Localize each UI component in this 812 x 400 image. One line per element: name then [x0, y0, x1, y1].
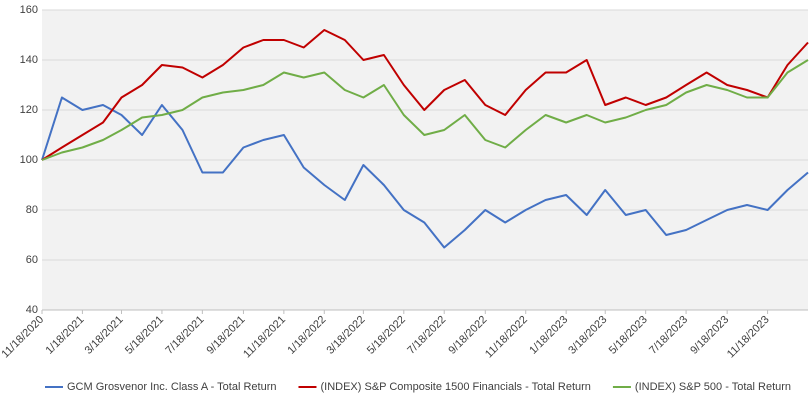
y-tick-label: 60: [26, 254, 38, 266]
x-tick-label: 3/18/2022: [324, 314, 367, 357]
x-tick-label: 11/18/2023: [725, 314, 772, 361]
legend-label: (INDEX) S&P 500 - Total Return: [635, 381, 791, 393]
y-tick-label: 140: [20, 54, 38, 66]
x-tick-label: 1/18/2021: [44, 314, 87, 357]
x-tick-label: 9/18/2022: [446, 314, 489, 357]
x-tick-label: 9/18/2021: [205, 314, 248, 357]
x-tick-label: 7/18/2022: [405, 314, 448, 357]
legend-label: (INDEX) S&P Composite 1500 Financials - …: [320, 381, 590, 393]
x-tick-label: 3/18/2021: [83, 314, 126, 357]
y-tick-label: 160: [20, 4, 38, 16]
x-tick-label: 3/18/2023: [566, 314, 609, 357]
x-tick-label: 5/18/2021: [123, 314, 166, 357]
x-tick-label: 7/18/2021: [163, 314, 206, 357]
x-tick-label: 9/18/2023: [688, 314, 731, 357]
x-tick-label: 7/18/2023: [647, 314, 690, 357]
series-line: [41, 59, 809, 161]
x-tick-label: 1/18/2023: [527, 314, 570, 357]
x-tick-label: 11/18/2021: [241, 314, 288, 361]
y-tick-label: 120: [20, 104, 38, 116]
x-tick-label: 11/18/2022: [483, 314, 530, 361]
y-tick-label: 40: [26, 304, 38, 316]
legend-label: GCM Grosvenor Inc. Class A - Total Retur…: [67, 381, 276, 393]
y-tick-label: 80: [26, 204, 38, 216]
x-tick-label: 5/18/2023: [607, 314, 650, 357]
legend: GCM Grosvenor Inc. Class A - Total Retur…: [45, 381, 791, 393]
y-tick-label: 100: [20, 154, 38, 166]
x-tick-label: 5/18/2022: [365, 314, 408, 357]
series-line: [41, 29, 809, 161]
x-tick-label: 1/18/2022: [285, 314, 328, 357]
x-tick-label: 11/18/2020: [0, 314, 46, 361]
